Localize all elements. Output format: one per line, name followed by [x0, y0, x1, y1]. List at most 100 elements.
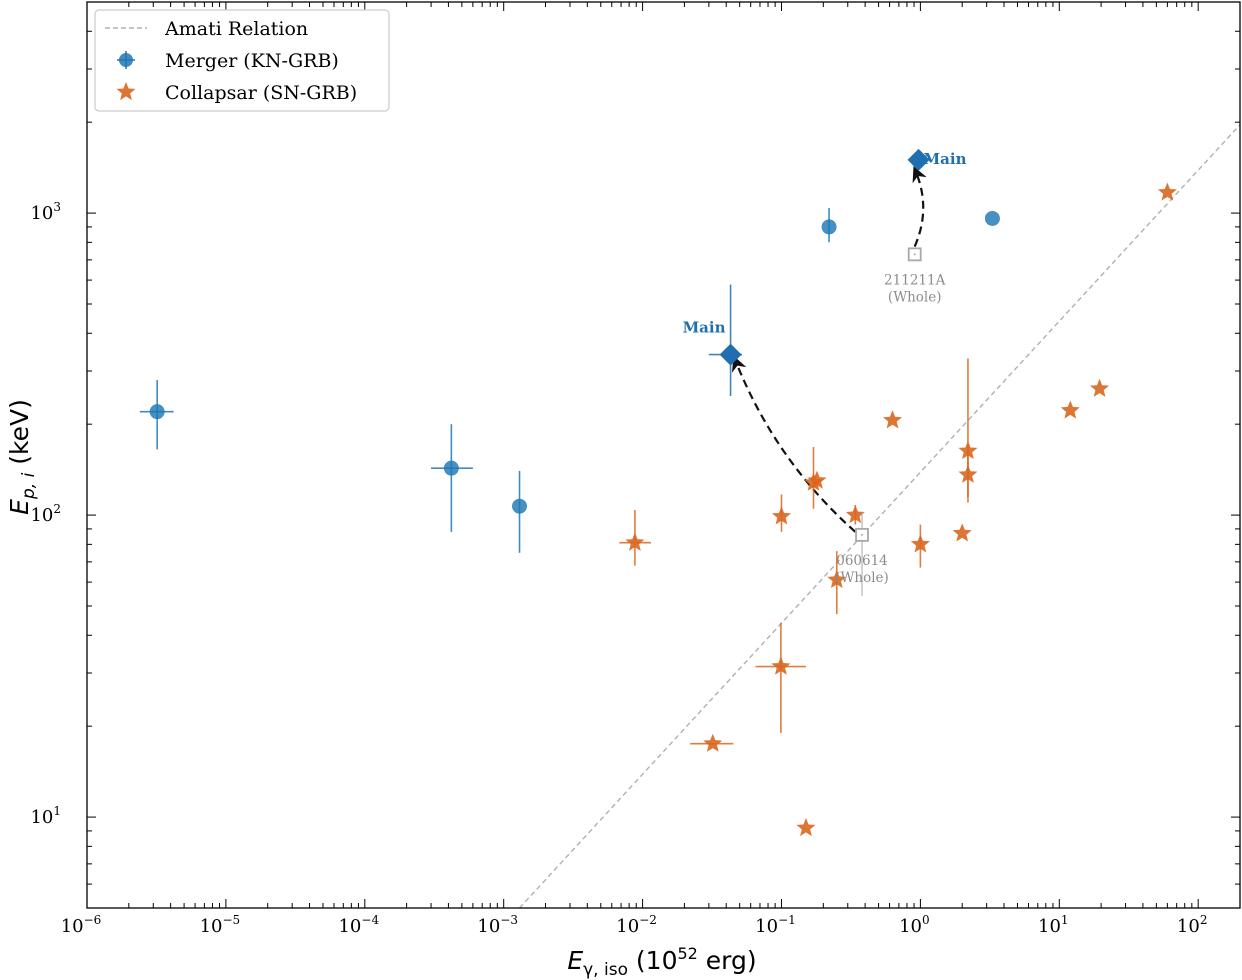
legend: Amati Relation Merger (KN-GRB) Collapsar…	[94, 9, 390, 112]
legend-label-amati: Amati Relation	[164, 18, 308, 40]
collapsar-marker	[771, 506, 791, 525]
x-tick-label: 101	[1038, 913, 1069, 937]
arrow-layer	[731, 166, 927, 533]
x-tick-label: 10−1	[755, 913, 796, 937]
collapsar-marker	[625, 532, 645, 551]
data-point-circle-0	[139, 380, 174, 450]
data-point-star-10	[910, 524, 930, 568]
collapsar-marker	[807, 470, 827, 489]
data-point-circle-4	[984, 210, 1000, 226]
x-tick-exp: 1	[1061, 913, 1069, 927]
data-point-star-4	[796, 818, 816, 837]
collapsar-marker	[883, 410, 903, 429]
collapsar-marker	[1060, 400, 1080, 419]
data-point-star-11	[952, 523, 972, 542]
collapsar-marker	[958, 464, 978, 483]
merger-marker	[512, 498, 528, 514]
y-tick-label: 103	[30, 200, 61, 224]
merger-marker	[443, 460, 459, 476]
y-axis-label: Ep, i (keV)	[5, 399, 39, 515]
data-point-square-open-0: 060614 (Whole)	[835, 512, 889, 596]
x-tick-label: 102	[1177, 913, 1208, 937]
data-point-star-3	[771, 494, 791, 532]
merger-marker	[984, 210, 1000, 226]
collapsar-marker	[1157, 182, 1177, 201]
collapsar-marker	[1090, 378, 1110, 397]
merger-marker	[821, 219, 837, 235]
y-tick-exp: 3	[53, 200, 61, 214]
x-tick-label: 10−2	[616, 913, 657, 937]
merger-marker	[149, 404, 165, 420]
data-point-diamond-1: Main	[907, 148, 967, 171]
x-tick-base: 10	[755, 916, 778, 937]
x-tick-label: 10−6	[61, 913, 102, 937]
x-tick-exp: −4	[361, 913, 379, 927]
collapsar-marker	[827, 569, 847, 589]
x-tick-exp: −1	[778, 913, 796, 927]
whole-burst-center	[861, 533, 864, 536]
x-tick-exp: −2	[639, 913, 657, 927]
data-point-star-14	[1060, 400, 1080, 419]
data-point-diamond-0: Main	[683, 284, 743, 396]
x-tick-exp: 0	[922, 913, 930, 927]
x-tick-label: 10−5	[200, 913, 241, 937]
main-episode-label: Main	[924, 150, 967, 168]
x-tick-base: 10	[1038, 916, 1061, 937]
collapsar-marker	[910, 534, 930, 553]
y-tick-exp: 2	[53, 502, 61, 516]
data-point-star-8	[845, 504, 865, 525]
data-point-square-open-1: 211211A (Whole)	[884, 247, 946, 305]
x-tick-base: 10	[899, 916, 922, 937]
data-point-circle-1	[431, 424, 473, 532]
legend-label-collapsar: Collapsar (SN-GRB)	[165, 82, 357, 104]
data-point-star-9	[883, 410, 903, 429]
legend-swatch-collapsar-marker	[116, 82, 136, 101]
collapsar-marker	[703, 733, 723, 752]
data-point-circle-2	[512, 470, 528, 553]
legend-frame	[94, 9, 390, 112]
amati-relation-layer	[519, 124, 1241, 909]
y-tick-base: 10	[30, 203, 53, 224]
episode-arrow-1	[912, 166, 927, 247]
y-tick-base: 10	[30, 807, 53, 828]
x-tick-base: 10	[477, 916, 500, 937]
whole-burst-label-line: (Whole)	[888, 289, 942, 305]
data-point-star-15	[1090, 378, 1110, 397]
whole-burst-label-line: (Whole)	[835, 570, 889, 586]
main-episode-marker	[719, 343, 742, 366]
collapsar-marker	[771, 656, 791, 675]
data-point-star-6	[807, 470, 827, 489]
x-tick-base: 10	[200, 916, 223, 937]
data-point-circle-3	[821, 207, 837, 243]
whole-burst-center	[913, 253, 916, 256]
x-tick-label: 100	[899, 913, 930, 937]
main-episode-marker	[907, 148, 930, 171]
whole-burst-label: 211211A (Whole)	[884, 272, 946, 305]
data-point-star-0	[619, 509, 652, 566]
x-tick-base: 10	[1177, 916, 1200, 937]
x-tick-base: 10	[616, 916, 639, 937]
whole-burst-label-line: 060614	[836, 553, 888, 569]
x-tick-label: 10−3	[477, 913, 518, 937]
x-tick-exp: −3	[500, 913, 518, 927]
axes-layer: 10−6 10−5 10−4 10−3 10−2 10−1 100 101 1021011021…	[30, 1, 1241, 937]
legend-swatch-merger-marker	[119, 53, 133, 67]
x-tick-label: 10−4	[338, 913, 379, 937]
x-tick-exp: 2	[1200, 913, 1208, 927]
amati-relation-line	[519, 124, 1241, 909]
x-tick-exp: −5	[222, 913, 240, 927]
collapsar-marker	[796, 818, 816, 837]
x-tick-exp: −6	[84, 913, 102, 927]
x-axis-label: Eγ, iso (1052 erg)	[567, 944, 756, 980]
legend-entry-merger: Merger (KN-GRB)	[117, 50, 339, 72]
y-tick-label: 101	[30, 804, 61, 828]
collapsar-marker	[845, 505, 865, 524]
plot-frame	[86, 1, 1241, 909]
collapsar-marker	[952, 523, 972, 542]
whole-burst-label-line: 211211A	[884, 272, 946, 288]
y-tick-exp: 1	[53, 804, 61, 818]
episode-arrow-0	[731, 355, 857, 533]
legend-entry-collapsar: Collapsar (SN-GRB)	[116, 82, 357, 104]
